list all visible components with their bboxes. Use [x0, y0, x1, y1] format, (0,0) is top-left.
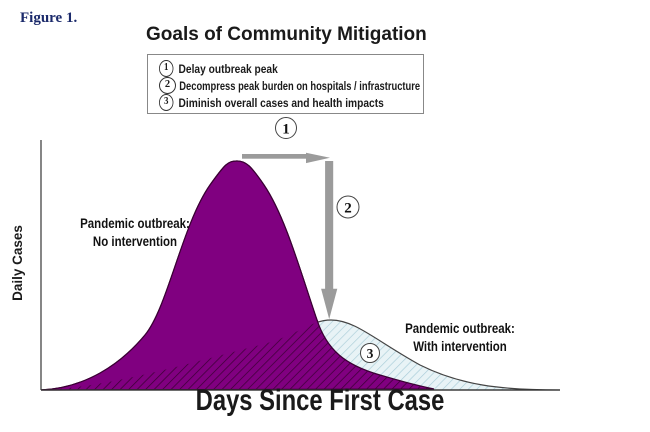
- svg-text:1: 1: [282, 122, 290, 138]
- svg-text:2: 2: [344, 201, 352, 217]
- svg-text:3: 3: [367, 346, 374, 361]
